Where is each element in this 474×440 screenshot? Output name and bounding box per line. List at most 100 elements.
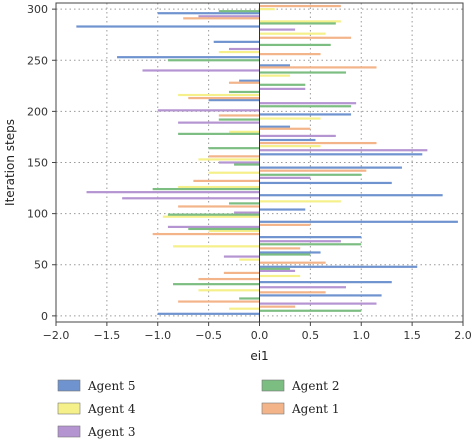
bar-agent-5 bbox=[157, 12, 260, 15]
x-tick-label: 1.0 bbox=[353, 329, 371, 342]
bar-agent-5 bbox=[259, 125, 291, 128]
bar-agent-5 bbox=[76, 25, 260, 28]
bar-agent-4 bbox=[198, 158, 260, 161]
bar-agent-4 bbox=[239, 258, 260, 261]
y-tick-label: 50 bbox=[34, 259, 48, 272]
legend-label-agent-3: Agent 3 bbox=[87, 425, 135, 439]
bar-agent-4 bbox=[259, 200, 341, 203]
bar-agent-2 bbox=[259, 105, 352, 108]
bar-agent-3 bbox=[223, 255, 260, 258]
y-tick-label: 250 bbox=[27, 54, 48, 67]
bar-agent-3 bbox=[259, 87, 306, 90]
legend-label-agent-1: Agent 1 bbox=[291, 402, 339, 416]
y-tick-label: 300 bbox=[27, 3, 48, 16]
bar-agent-5 bbox=[259, 220, 458, 223]
bar-agent-1 bbox=[259, 305, 296, 308]
bar-agent-1 bbox=[259, 4, 341, 8]
bar-agent-1 bbox=[259, 291, 326, 294]
bar-agent-1 bbox=[259, 247, 301, 250]
bar-agent-5 bbox=[259, 208, 306, 211]
x-tick-label: −0.5 bbox=[195, 329, 222, 342]
bar-agent-5 bbox=[117, 56, 260, 59]
bar-agent-3 bbox=[259, 176, 311, 179]
bar-agent-3 bbox=[259, 102, 357, 105]
bar-agent-2 bbox=[173, 283, 260, 286]
bar-agent-2 bbox=[188, 227, 260, 231]
bar-agent-2 bbox=[259, 243, 362, 246]
bar-agent-4 bbox=[259, 145, 321, 148]
y-axis-ticks: 0 50 100 150 200 250 300 bbox=[27, 3, 56, 323]
bar-agent-4 bbox=[259, 274, 301, 278]
bar-agent-4 bbox=[173, 245, 260, 248]
bar-agent-2 bbox=[234, 163, 260, 166]
bar-agent-2 bbox=[167, 213, 260, 216]
bar-agent-2 bbox=[152, 187, 260, 191]
bar-agent-5 bbox=[259, 281, 392, 284]
bar-agent-1 bbox=[259, 127, 311, 130]
x-tick-label: −1.0 bbox=[144, 329, 171, 342]
bar-agent-3 bbox=[259, 286, 346, 289]
bar-agent-3 bbox=[122, 197, 260, 200]
bar-agent-2 bbox=[228, 90, 260, 94]
bar-agent-1 bbox=[259, 223, 311, 226]
x-tick-label: −2.0 bbox=[43, 329, 70, 342]
bar-agent-4 bbox=[259, 117, 321, 120]
bar-agent-5 bbox=[259, 294, 382, 297]
bar-agent-2 bbox=[259, 22, 336, 25]
bar-agent-5 bbox=[259, 153, 423, 156]
bar-agent-2 bbox=[178, 132, 260, 135]
bar-agent-1 bbox=[223, 271, 260, 275]
bar-agent-1 bbox=[188, 96, 260, 100]
bar-agent-3 bbox=[259, 28, 296, 31]
bar-agent-3 bbox=[234, 211, 260, 214]
x-axis-ticks: −2.0 −1.5 −1.0 −0.5 0.0 0.5 1.0 1.5 2.0 bbox=[43, 322, 472, 342]
bar-agent-4 bbox=[208, 171, 260, 174]
x-tick-label: 0.0 bbox=[251, 329, 269, 342]
bar-agent-3 bbox=[86, 191, 260, 194]
bar-agent-3 bbox=[228, 47, 260, 51]
bar-agent-4 bbox=[178, 185, 260, 189]
bar-agent-2 bbox=[239, 297, 260, 300]
bar-agent-3 bbox=[157, 109, 260, 112]
bar-agent-3 bbox=[259, 149, 428, 152]
x-tick-label: 2.0 bbox=[454, 329, 472, 342]
bar-agent-2 bbox=[259, 83, 306, 86]
bar-agent-4 bbox=[259, 32, 326, 35]
bar-agent-4 bbox=[228, 130, 260, 133]
bar-agent-2 bbox=[218, 10, 260, 13]
bar-agent-1 bbox=[218, 114, 260, 117]
bar-agent-2 bbox=[259, 43, 331, 47]
bar-agent-4 bbox=[259, 8, 275, 11]
legend-label-agent-4: Agent 4 bbox=[87, 402, 136, 416]
bar-agent-5 bbox=[208, 99, 260, 102]
bar-agent-5 bbox=[259, 64, 291, 67]
bar-agent-4 bbox=[259, 20, 341, 23]
bar-agent-1 bbox=[228, 81, 260, 84]
legend-label-agent-5: Agent 5 bbox=[87, 379, 135, 393]
bar-agent-1 bbox=[259, 169, 367, 172]
bar-agent-1 bbox=[259, 53, 321, 56]
bar-agent-2 bbox=[259, 309, 362, 312]
bar-agent-1 bbox=[198, 277, 260, 281]
bar-agent-5 bbox=[239, 79, 260, 82]
bar-agent-2 bbox=[218, 118, 260, 121]
bar-agent-1 bbox=[259, 36, 352, 39]
bar-agent-5 bbox=[259, 113, 352, 116]
y-tick-label: 150 bbox=[27, 157, 48, 170]
bar-agent-5 bbox=[259, 265, 418, 268]
legend-swatch-agent-5 bbox=[57, 379, 81, 392]
bar-agent-5 bbox=[259, 166, 402, 169]
bar-agent-3 bbox=[198, 15, 260, 18]
bar-agent-2 bbox=[259, 71, 346, 74]
bars bbox=[76, 4, 458, 315]
bar-agent-2 bbox=[259, 253, 311, 256]
bar-agent-3 bbox=[142, 69, 260, 72]
x-tick-label: −1.5 bbox=[94, 329, 121, 342]
bar-agent-3 bbox=[259, 269, 296, 272]
bar-agent-1 bbox=[208, 155, 260, 158]
legend: Agent 5 Agent 2 Agent 4 Agent 1 Agent 3 bbox=[57, 379, 339, 439]
bar-agent-3 bbox=[218, 161, 260, 164]
x-tick-label: 1.5 bbox=[403, 329, 421, 342]
bar-agent-3 bbox=[259, 240, 341, 243]
